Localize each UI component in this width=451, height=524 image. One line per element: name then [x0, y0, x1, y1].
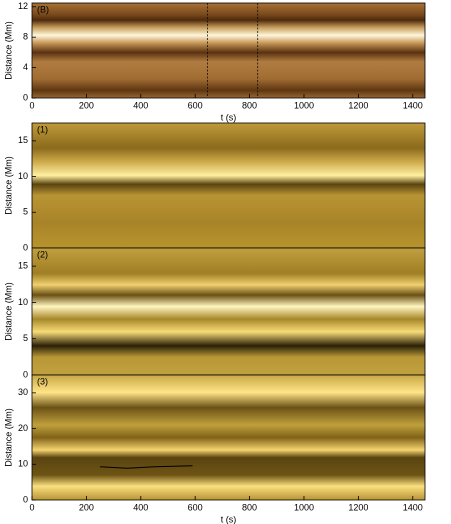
x-tick-label: 400: [133, 502, 148, 512]
y-tick-label: 8: [23, 32, 28, 42]
y-tick-label: 5: [23, 333, 28, 343]
y-tick-label: 12: [18, 1, 28, 11]
frame: [31, 374, 426, 501]
y-tick-label: 15: [18, 261, 28, 271]
image: [32, 123, 425, 248]
y-tick-label: 20: [18, 423, 28, 433]
y-tick-label: 10: [18, 459, 28, 469]
y-tick-label: 10: [18, 171, 28, 181]
y-tick-label: 0: [23, 242, 28, 252]
x-tick-label: 1000: [294, 502, 314, 512]
x-tick-label: 0: [29, 502, 34, 512]
x-tick-label: 800: [242, 502, 257, 512]
y-tick-label: 15: [18, 135, 28, 145]
x-tick-label: 600: [188, 100, 203, 110]
y-tick-label: 4: [23, 62, 28, 72]
image: [32, 248, 425, 375]
x-tick-label: 1400: [403, 502, 423, 512]
y-tick-label: 30: [18, 387, 28, 397]
y-axis-label: Distance (Mm): [3, 21, 13, 80]
panel-label: (3): [37, 376, 48, 386]
x-axis-label: t (s): [221, 112, 237, 122]
panel-label: (1): [37, 124, 48, 134]
panel-label: (2): [37, 249, 48, 259]
x-tick-label: 200: [79, 100, 94, 110]
x-tick-label: 800: [242, 100, 257, 110]
x-tick-label: 400: [133, 100, 148, 110]
x-tick-label: 0: [29, 100, 34, 110]
x-axis-label: t (s): [221, 514, 237, 524]
y-axis-label: Distance (Mm): [3, 282, 13, 341]
traced-curve: [99, 465, 193, 469]
y-axis-label: Distance (Mm): [3, 156, 13, 215]
y-tick-label: 10: [18, 297, 28, 307]
y-axis-label: Distance (Mm): [3, 408, 13, 467]
image: [32, 3, 425, 98]
x-tick-label: 1000: [294, 100, 314, 110]
y-tick-label: 0: [23, 369, 28, 379]
x-tick-label: 1200: [348, 100, 368, 110]
frame: [31, 2, 426, 99]
y-tick-label: 5: [23, 207, 28, 217]
image: [32, 375, 425, 500]
x-tick-label: 1400: [403, 100, 423, 110]
y-tick-label: 0: [23, 494, 28, 504]
x-tick-label: 600: [188, 502, 203, 512]
x-tick-label: 1200: [348, 502, 368, 512]
x-tick-label: 200: [79, 502, 94, 512]
panel-label: (B): [37, 4, 49, 14]
y-tick-label: 0: [23, 92, 28, 102]
